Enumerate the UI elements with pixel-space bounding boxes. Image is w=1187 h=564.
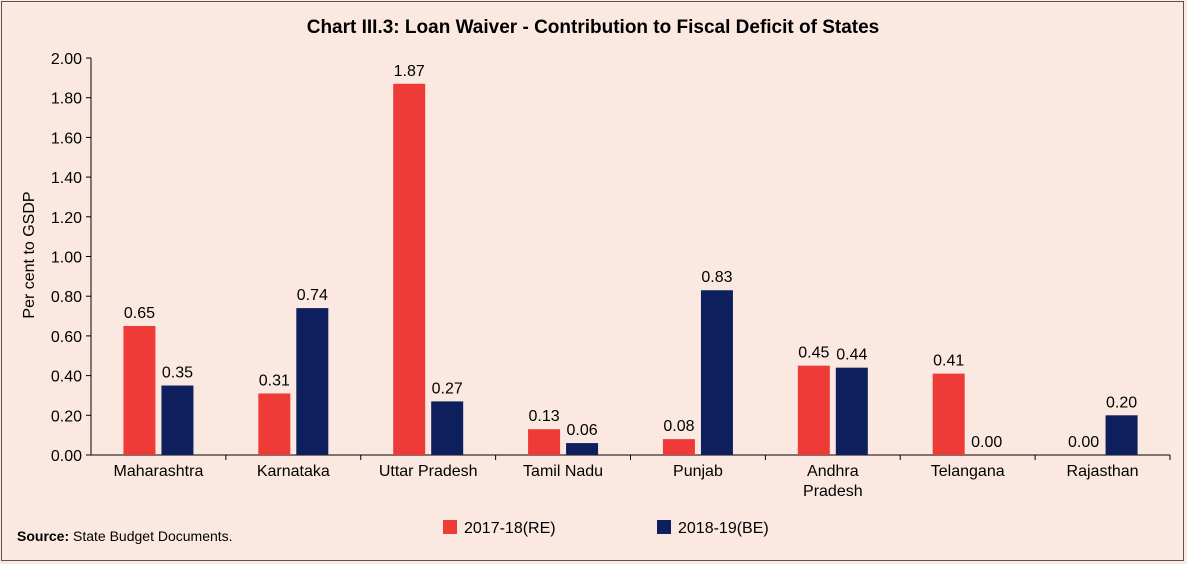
source-note: Source: State Budget Documents. xyxy=(17,528,233,544)
bar-series-2 xyxy=(835,367,868,455)
bar-series-2 xyxy=(1105,415,1138,455)
data-label: 0.44 xyxy=(836,347,867,364)
bar-series-2 xyxy=(296,308,329,455)
y-tick-label: 1.20 xyxy=(51,210,82,227)
data-label: 0.20 xyxy=(1106,394,1137,411)
y-tick-label: 2.00 xyxy=(51,51,82,68)
bar-series-1 xyxy=(123,325,156,455)
bar-series-1 xyxy=(528,429,561,455)
data-label: 0.00 xyxy=(971,434,1002,451)
data-label: 0.45 xyxy=(798,345,829,362)
x-tick-label-line: Uttar Pradesh xyxy=(379,463,478,480)
chart-title: Chart III.3: Loan Waiver - Contribution … xyxy=(307,17,880,38)
x-tick-label-line: Tamil Nadu xyxy=(523,463,603,480)
y-tick-label: 1.00 xyxy=(51,250,82,267)
legend-label: 2018-19(BE) xyxy=(678,520,769,537)
data-label: 0.13 xyxy=(528,408,559,425)
x-tick-label: Tamil Nadu xyxy=(523,463,603,480)
bar-series-1 xyxy=(393,83,426,456)
data-label: 0.41 xyxy=(933,353,964,370)
data-label: 0.00 xyxy=(1068,434,1099,451)
y-tick-label: 0.20 xyxy=(51,408,82,425)
x-tick-label: Uttar Pradesh xyxy=(379,463,478,480)
data-label: 0.27 xyxy=(432,380,463,397)
y-axis-label: Per cent to GSDP xyxy=(21,191,38,318)
x-tick-label: Karnataka xyxy=(257,463,330,480)
data-label: 0.31 xyxy=(259,372,290,389)
bar-series-1 xyxy=(797,365,830,455)
y-tick-label: 1.80 xyxy=(51,91,82,108)
y-tick-label: 0.80 xyxy=(51,289,82,306)
bar-series-1 xyxy=(258,393,291,455)
legend: 2017-18(RE) 2018-19(BE) xyxy=(443,520,769,537)
bar-series-2 xyxy=(700,290,733,455)
y-tick-label: 1.60 xyxy=(51,130,82,147)
x-tick-label-line: Pradesh xyxy=(803,483,863,500)
bar-series-2 xyxy=(566,443,599,455)
source-text: State Budget Documents. xyxy=(69,528,233,544)
bar-series-2 xyxy=(431,401,464,455)
legend-swatch xyxy=(657,520,671,534)
y-tick-label: 0.00 xyxy=(51,448,82,465)
legend-label: 2017-18(RE) xyxy=(464,520,556,537)
data-label: 0.74 xyxy=(297,287,328,304)
bar-series-1 xyxy=(932,373,965,455)
x-tick-label: Rajasthan xyxy=(1067,463,1139,480)
plot-area: 0.00 0.20 0.40 0.60 0.80 1.00 1.20 1.40 1.60 1.80… xyxy=(51,51,1171,500)
x-tick-label: Maharashtra xyxy=(114,463,204,480)
legend-swatch xyxy=(443,520,457,534)
bar-series-2 xyxy=(161,385,194,455)
x-tick-label: Telangana xyxy=(931,463,1005,480)
data-label: 1.87 xyxy=(394,63,425,80)
x-tick-label-line: Telangana xyxy=(931,463,1005,480)
data-label: 0.35 xyxy=(162,365,193,382)
source-label: Source: xyxy=(17,528,70,544)
y-tick-label: 0.60 xyxy=(51,329,82,346)
data-label: 0.06 xyxy=(566,422,597,439)
x-tick-label: Andhra Pradesh xyxy=(803,463,863,500)
data-label: 0.08 xyxy=(663,418,694,435)
bar-series-1 xyxy=(662,439,695,455)
y-tick-label: 1.40 xyxy=(51,170,82,187)
data-label: 0.65 xyxy=(124,305,155,322)
x-tick-label: Punjab xyxy=(673,463,723,480)
x-tick-label-line: Punjab xyxy=(673,463,723,480)
x-tick-label-line: Maharashtra xyxy=(114,463,204,480)
data-label: 0.83 xyxy=(701,269,732,286)
x-tick-label-line: Karnataka xyxy=(257,463,330,480)
x-tick-label-line: Rajasthan xyxy=(1067,463,1139,480)
y-tick-label: 0.40 xyxy=(51,369,82,386)
x-tick-label-line: Andhra xyxy=(807,463,859,480)
